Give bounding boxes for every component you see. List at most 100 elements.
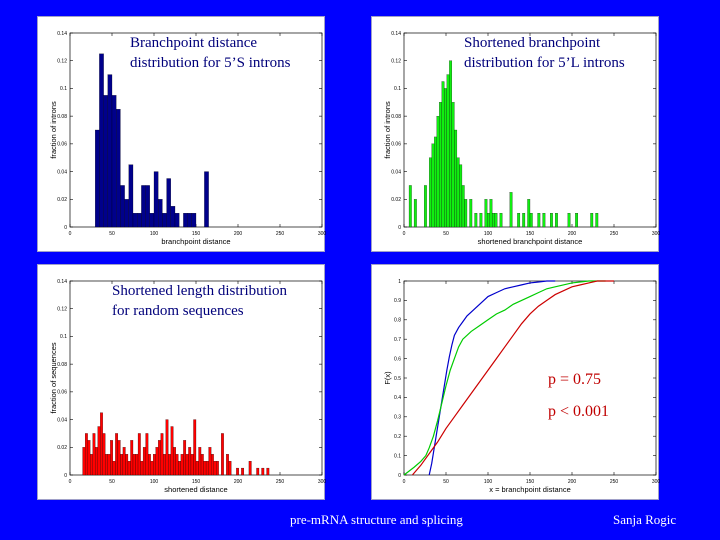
histogram-bar <box>256 467 260 476</box>
panel-cdf: 0 50 100 150 200 250 300 0 0.1 0.2 0.3 0.4 0.5 0.6 0.7… <box>371 264 660 500</box>
y-axis-label: fraction of sequences <box>49 342 58 414</box>
y-tick-label: 0.02 <box>57 445 67 451</box>
histogram-bar <box>153 454 156 476</box>
histogram-bar <box>248 461 252 476</box>
histogram-bar <box>191 213 197 228</box>
footer-author: Sanja Rogic <box>613 512 677 527</box>
histogram-bar <box>185 454 189 476</box>
y-tick-label: 0.9 <box>394 298 401 304</box>
histogram-bar <box>175 454 179 476</box>
histogram-bar <box>494 213 498 228</box>
histogram-bar <box>413 199 417 228</box>
histogram-bar <box>203 461 207 476</box>
panel-branchpoint-5l: 0 50 100 150 200 250 300 0 0.02 0.04 0.06 0.08 0.1 0.… <box>371 16 660 252</box>
histogram-bar <box>130 440 134 476</box>
histogram-bar <box>95 447 98 476</box>
histogram-bar <box>147 454 151 476</box>
chart-title-5s: Branchpoint distance distribution for 5’… <box>130 35 291 71</box>
histogram-bar <box>120 454 124 476</box>
histogram-bar <box>228 461 232 476</box>
histogram-bar <box>241 467 245 476</box>
histogram-bar <box>137 433 141 476</box>
y-tick-label: 0.7 <box>394 337 401 343</box>
histogram-bar <box>436 116 440 228</box>
x-tick-label: 250 <box>610 479 619 485</box>
histogram-bar <box>226 454 229 476</box>
y-tick-label: 0.08 <box>391 114 401 120</box>
histogram-bar <box>208 447 212 476</box>
histogram-bar <box>492 213 495 228</box>
histogram-bar <box>132 213 138 228</box>
histogram-bar <box>469 199 473 228</box>
histogram-bar <box>595 213 599 228</box>
histogram-bar <box>120 185 125 228</box>
histogram-bar <box>550 213 553 228</box>
histogram-bar <box>474 213 478 228</box>
histogram-bar <box>149 213 155 228</box>
histogram-bar <box>145 433 149 476</box>
histogram-bar <box>590 213 594 228</box>
histogram-bar <box>92 433 96 476</box>
histogram-bar <box>153 171 159 228</box>
histogram-bar <box>166 178 171 228</box>
histogram-bar <box>100 412 103 476</box>
histogram-bar <box>205 461 209 476</box>
histogram-bar <box>542 213 546 228</box>
x-tick-label: 100 <box>150 479 159 485</box>
histogram-bar <box>127 461 131 476</box>
histogram-bar <box>441 81 445 228</box>
histogram-bar <box>429 157 432 228</box>
histogram-bar <box>165 419 169 476</box>
x-tick-label: 250 <box>610 231 619 237</box>
footer-title: pre-mRNA structure and splicing <box>290 512 463 527</box>
histogram-bar <box>444 88 447 228</box>
histogram-bar <box>555 213 558 228</box>
chart-branchpoint-5s: 0 50 100 150 200 250 300 0 0.02 0.04 0.06 0.08 0.1 0.… <box>49 31 326 246</box>
histogram-bar <box>575 213 579 228</box>
histogram-bar <box>141 185 146 228</box>
histogram-bar <box>439 102 442 228</box>
histogram-bar <box>190 454 194 476</box>
histogram-bar <box>160 433 164 476</box>
histogram-bar <box>213 461 217 476</box>
x-axis-label: x = branchpoint distance <box>489 485 571 494</box>
x-tick-label: 100 <box>484 479 493 485</box>
chart-title-5l: Shortened branchpoint distribution for 5… <box>464 35 625 71</box>
chart-title-random: Shortened length distribution for random… <box>112 283 287 319</box>
histogram-bar <box>170 206 176 228</box>
y-tick-label: 0.04 <box>57 417 67 423</box>
histogram-bar <box>210 454 214 476</box>
x-tick-label: 50 <box>443 479 449 485</box>
y-tick-label: 0.8 <box>394 318 401 324</box>
histogram-bar <box>424 185 427 228</box>
histogram-bar <box>90 454 93 476</box>
histogram-bar <box>216 461 219 476</box>
histogram-bar <box>446 74 450 228</box>
histogram-bar <box>499 213 503 228</box>
y-tick-label: 0 <box>398 225 401 231</box>
histogram-bar <box>479 213 483 228</box>
histogram-bar <box>266 467 270 476</box>
histogram-bar <box>484 199 488 228</box>
histogram-bar <box>116 109 121 228</box>
histogram-bar <box>132 454 136 476</box>
chart-random-sequences: 0 50 100 150 200 250 300 0 0.02 0.04 0.06 0.08 0.1 0.… <box>49 279 326 494</box>
x-tick-label: 250 <box>276 231 285 237</box>
histogram-bar <box>140 461 144 476</box>
panel-branchpoint-5s: 0 50 100 150 200 250 300 0 0.02 0.04 0.06 0.08 0.1 0.… <box>37 16 326 252</box>
histogram-bar <box>456 157 460 228</box>
histogram-bar <box>128 164 134 228</box>
plot-frame <box>403 280 657 476</box>
histogram-bar <box>124 199 129 228</box>
histogram-bar <box>451 102 455 228</box>
histogram-bar <box>454 129 458 228</box>
y-tick-label: 0 <box>64 225 67 231</box>
x-tick-label: 250 <box>276 479 285 485</box>
x-tick-label: 100 <box>484 231 493 237</box>
y-tick-label: 0.06 <box>391 142 401 148</box>
x-tick-label: 0 <box>69 231 72 237</box>
histogram-bar <box>431 143 435 228</box>
y-tick-label: 0.14 <box>57 31 67 37</box>
histogram-bar <box>178 461 182 476</box>
y-axis-label: fraction of introns <box>49 101 58 159</box>
